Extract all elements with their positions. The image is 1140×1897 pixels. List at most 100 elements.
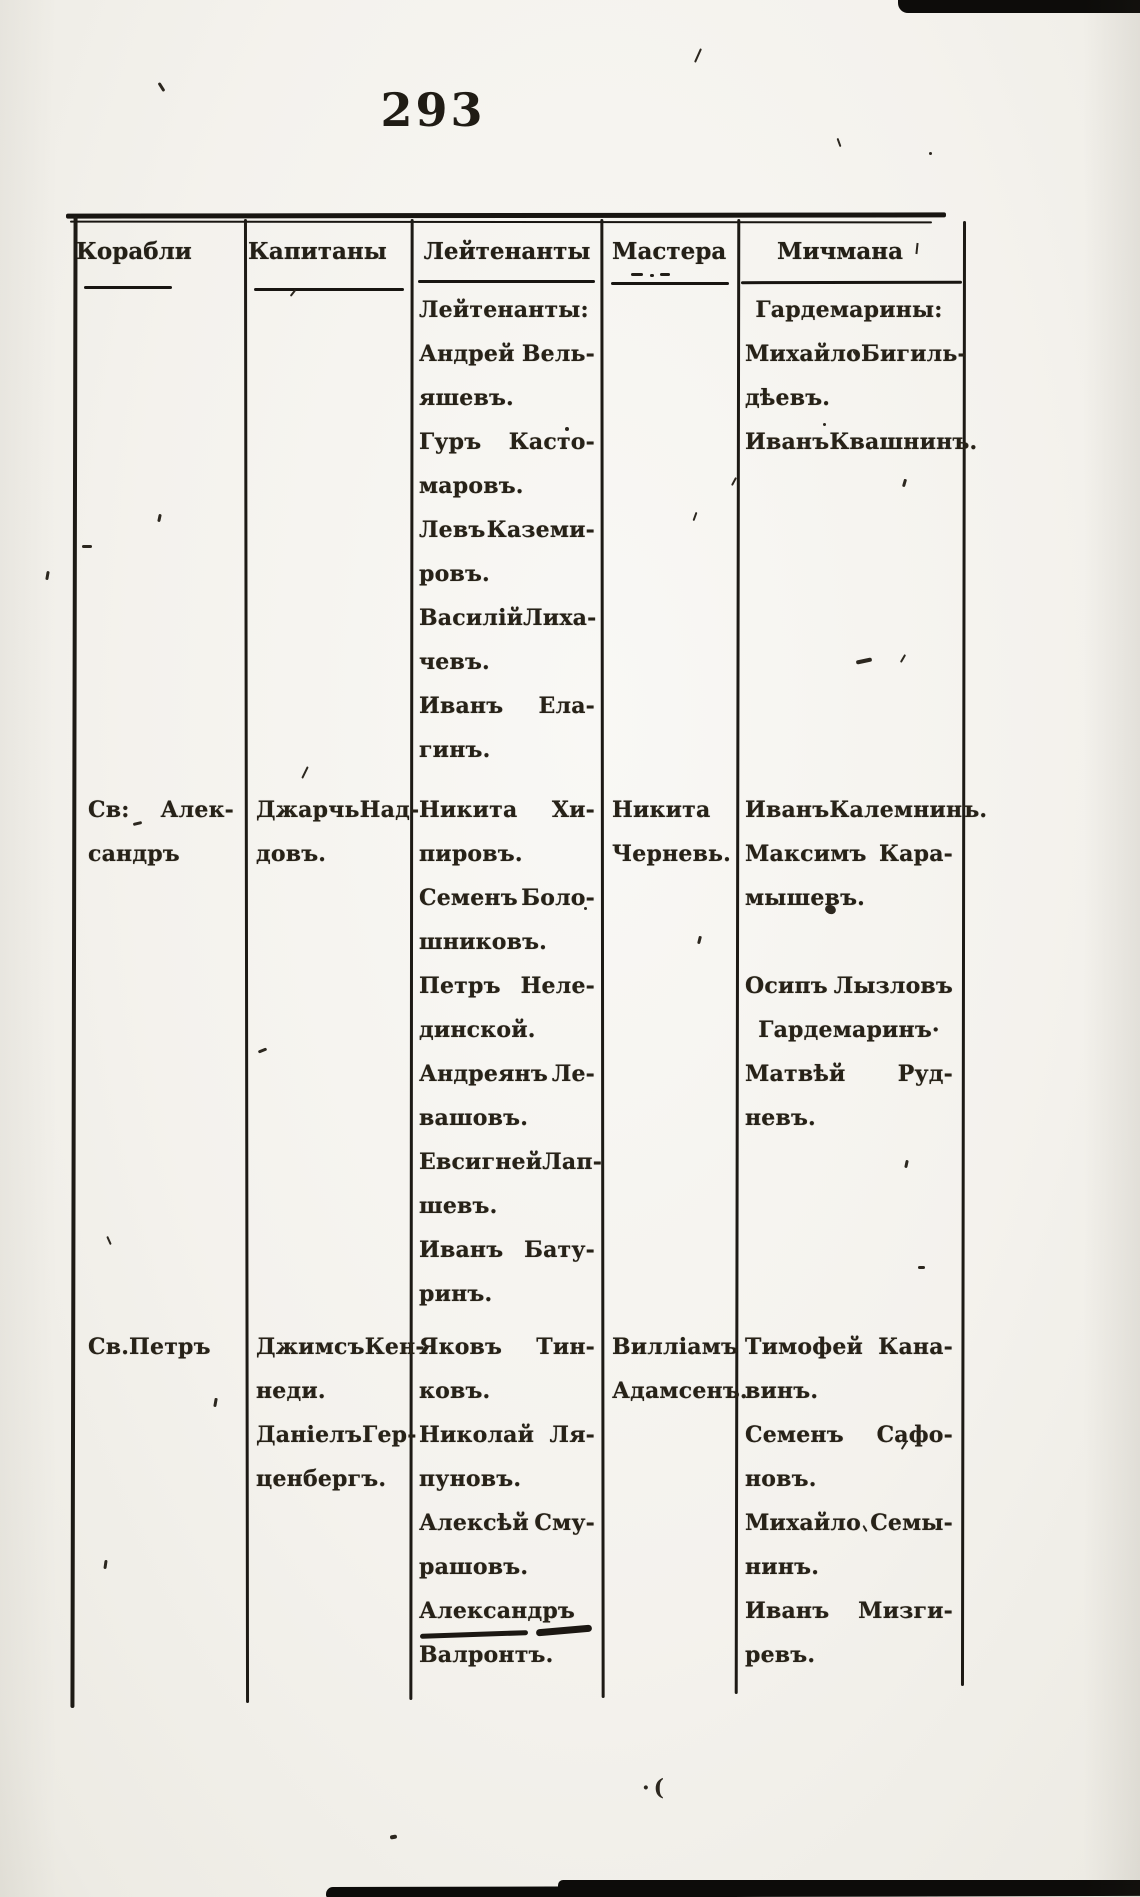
table-line: довъ. [256, 841, 327, 867]
column-header-captains: Капитаны [248, 238, 387, 265]
table-line: Левъ Каземи- [419, 517, 595, 543]
scan-edge-artifact-top-right [898, 0, 1140, 13]
scan-edge-artifact-bottom [325, 1884, 1140, 1897]
column-header-midshipmen: Мичмана [777, 238, 903, 265]
table-line: дѣевъ. [745, 385, 831, 411]
ink-speck [855, 657, 873, 665]
table-column-separator [243, 218, 250, 1704]
ink-speck [929, 152, 932, 155]
table-line: Никита [612, 797, 711, 823]
table-line: мышевъ. [745, 885, 866, 911]
header-underline [418, 280, 595, 283]
ink-speck [899, 654, 907, 663]
table-line: Джарчь Над- [256, 797, 420, 823]
table-line: Максимъ Кара- [745, 841, 953, 867]
ink-speck [823, 423, 826, 426]
ink-speck [301, 766, 309, 779]
ink-speck [213, 1397, 218, 1408]
header-underline [611, 282, 729, 285]
ink-speck [106, 1235, 112, 1246]
table-line: Валронтъ. [419, 1642, 554, 1668]
captains-cell: Джимсъ Кен-неди. Даніелъ Гер-ценбергъ. [256, 1325, 425, 1501]
table-line: Тимофей Кана- [745, 1334, 953, 1360]
table-line: ровъ. [419, 561, 490, 587]
midshipmen-cell: Иванъ Калемнинъ. Максимъ Кара-мышевъ. Осипъ Л… [745, 788, 988, 1140]
ships-cell: Св: Алек-сандръ [88, 788, 234, 876]
ships-cell: Св.Петръ [88, 1325, 234, 1369]
table-line: Евсигней Лап- [419, 1149, 603, 1175]
column-header-masters: Мастера [612, 238, 727, 265]
table-line: чевъ. [419, 649, 490, 675]
table-line: Гардемарины: [755, 297, 943, 323]
header-dash-mark [660, 273, 670, 276]
table-top-border-inner [69, 220, 933, 224]
table-line: новъ. [745, 1466, 817, 1492]
table-line: Джимсъ Кен- [256, 1334, 425, 1360]
ink-speck [584, 907, 587, 910]
midshipmen-cell: Тимофей Кана-винъ. Семенъ Сафо-новъ. Михайло… [745, 1325, 953, 1677]
table-line: Вилліамъ [612, 1334, 739, 1360]
table-line: Матвѣй Руд- [745, 1061, 953, 1087]
ink-speck [697, 935, 702, 945]
table-line: шевъ. [419, 1193, 498, 1219]
table-line: Семенъ Сафо- [745, 1422, 953, 1448]
table-line: ковъ. [419, 1378, 491, 1404]
stray-mark: ·( [642, 1775, 669, 1801]
table-line: Александръ [419, 1598, 575, 1624]
page-number: 293 [380, 83, 486, 137]
table-line: динской. [419, 1017, 536, 1043]
header-dash-mark [631, 273, 643, 276]
table-line: Св.Петръ [88, 1334, 211, 1360]
table-line: Николай Ля- [419, 1422, 595, 1448]
ink-speck [103, 1559, 108, 1570]
table-line: Черневь. [612, 841, 732, 867]
column-header-ships: Корабли [76, 238, 192, 265]
header-underline [84, 286, 172, 289]
table-line: нинъ. [745, 1554, 820, 1580]
table-line: Иванъ Квашнинъ. [745, 429, 978, 455]
table-line: ринъ. [419, 1281, 493, 1307]
ink-speck [904, 1159, 909, 1169]
lieutenants-cell: Никита Хи-пировъ. Семенъ Боло-шниковъ. Петръ… [419, 788, 603, 1316]
table-column-separator [734, 218, 741, 1695]
ink-speck [82, 545, 92, 548]
ink-speck [157, 81, 166, 93]
table-line: шниковъ. [419, 929, 548, 955]
ink-speck [157, 513, 162, 523]
header-underline [254, 288, 404, 291]
table-line: Никита Хи- [419, 797, 595, 823]
captains-cell: Джарчь Над-довъ. [256, 788, 420, 876]
lieutenants-cell: Лейтенанты: Андрей Вель-яшевъ. Гуръ Касто-ма… [419, 288, 597, 772]
table-line: Иванъ Калемнинъ. [745, 797, 988, 823]
lieutenants-cell: Яковъ Тин-ковъ. Николай Ля-пуновъ. Алексѣй См… [419, 1325, 595, 1677]
table-line [745, 920, 953, 964]
table-line: винъ. [745, 1378, 819, 1404]
table-line: Св: Алек- [88, 797, 234, 823]
table-line: Яковъ Тин- [419, 1334, 595, 1360]
table-column-separator [409, 218, 414, 1701]
table-line: ревъ. [745, 1642, 816, 1668]
table-line: Гардемаринъ· [758, 1017, 940, 1043]
table-line: Алексѣй Сму- [419, 1510, 595, 1536]
table-line: Михайло Бигиль- [745, 341, 967, 367]
table-line: Иванъ Ела- [419, 693, 595, 719]
table-line: маровъ. [419, 473, 524, 499]
table-line: Василій Лиха- [419, 605, 597, 631]
table-line: сандръ [88, 841, 180, 867]
ink-speck [389, 1834, 398, 1840]
ink-speck [257, 1047, 268, 1054]
table-column-separator [600, 218, 605, 1699]
ink-speck [694, 48, 702, 63]
ink-speck [901, 478, 908, 488]
table-line: рашовъ. [419, 1554, 529, 1580]
ink-speck [45, 570, 50, 581]
masters-cell: Вилліамъ Адамсенъ. [612, 1325, 748, 1413]
table-left-border [70, 215, 78, 1709]
table-line: Иванъ Мизги- [745, 1598, 953, 1624]
ink-speck [918, 1266, 925, 1269]
header-underline [740, 280, 963, 285]
table-line: невъ. [745, 1105, 816, 1131]
table-line: вашовъ. [419, 1105, 529, 1131]
table-line: Осипъ Лызловъ [745, 973, 953, 999]
